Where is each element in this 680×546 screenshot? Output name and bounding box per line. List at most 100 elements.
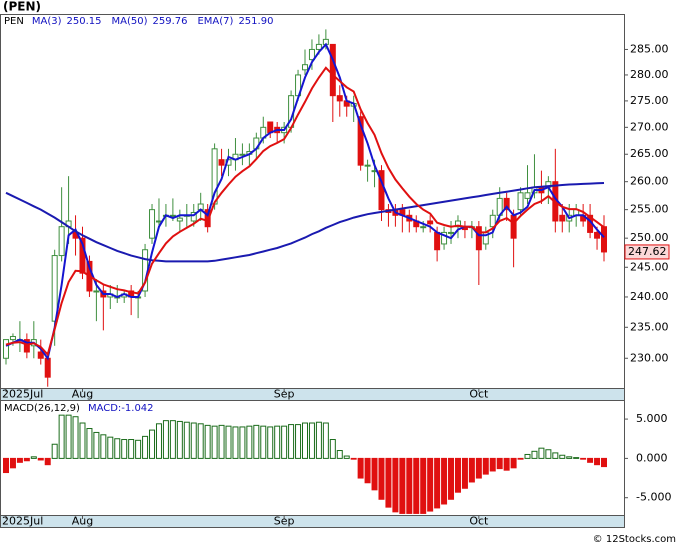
macd-bar [392,457,399,513]
x-tick-label: Sep [274,388,295,401]
macd-bar [169,420,176,459]
candle-body [149,209,156,239]
candle-body [559,214,566,222]
x-tick-label: 2025Jul [2,388,43,401]
macd-bar [3,457,9,474]
macd-bar [155,423,162,459]
macd-bar [135,439,142,459]
macd-bar [239,426,246,459]
candle-body [204,209,211,228]
macd-bar [232,426,239,459]
candle-body [93,290,100,293]
candle-body [454,220,461,228]
macd-bar [79,422,86,459]
macd-bar [461,457,468,489]
macd-bar [454,457,461,493]
macd-bar [385,457,392,508]
candle-body [441,231,448,245]
candle-body [475,226,482,251]
macd-bar [281,425,288,459]
candle-body [315,43,322,50]
candle-body [601,226,607,253]
y-tick-label: 240.00 [630,290,669,303]
macd-bar [524,453,531,459]
candle-body [434,231,441,251]
macd-bar [267,426,274,459]
macd-bar [44,457,51,466]
y-tick-label: 245.00 [630,260,669,273]
macd-bar [288,424,295,459]
y-tick-label: 285.00 [630,42,669,55]
macd-bar [587,457,594,463]
candle-body [302,64,308,71]
macd-bar [371,457,378,491]
chart-title: (PEN) [3,0,41,14]
candle-body [155,220,162,223]
legend-name: EMA(7) [197,16,233,27]
macd-bar [142,435,149,459]
macd-bar [434,457,441,509]
candle-body [218,159,225,166]
macd-bar [566,456,573,459]
macd-bar [65,414,72,459]
x-tick-label: Sep [274,515,295,528]
y-tick-label: 5.000 [636,412,668,425]
candle-body [329,43,336,97]
macd-bar [93,431,100,459]
panel-subtitle: MACD:-1.042 [88,403,154,414]
macd-bar [121,439,128,459]
candle-body [517,192,524,211]
candle-body [190,211,197,222]
macd-bar [552,452,559,459]
y-tick-label: 270.00 [630,120,669,133]
macd-bar [322,422,329,459]
candle-body [448,231,455,234]
candle-body [427,220,434,225]
last-price-label: 247.62 [628,245,667,258]
macd-bar [190,422,197,459]
candle-body [503,197,510,211]
y-tick-label: -5.000 [636,491,671,504]
macd-bar [30,456,37,459]
candle-body [37,351,44,359]
macd-bar [114,438,121,459]
macd-bar [107,436,114,459]
y-tick-label: 275.00 [630,94,669,107]
macd-bar [441,457,448,505]
y-tick-label: 235.00 [630,320,669,333]
macd-bar [531,450,538,459]
legend-value: 250.15 [66,16,101,27]
macd-bar [420,457,427,514]
candle-body [176,217,183,222]
candle-body [308,48,315,61]
footer: © 12Stocks.com [593,534,676,545]
macd-bar [295,424,302,459]
date-band [0,388,625,401]
y-tick-label: 255.00 [630,203,669,216]
macd-bar [482,457,489,475]
macd-bar [496,457,503,470]
candle-body [357,116,364,166]
macd-bar [378,457,385,500]
macd-bar [538,447,545,459]
legend-value: 251.90 [238,16,273,27]
macd-bar [489,457,496,472]
x-tick-label: Aug [72,388,93,401]
macd-bar [100,434,107,459]
macd-bar [37,457,44,461]
macd-bar [510,457,517,469]
candle-body [9,336,16,341]
candle-body [58,226,65,257]
macd-bar [162,420,169,459]
x-tick-label: Oct [469,515,489,528]
macd-bar [149,429,156,459]
legend-value: 259.76 [152,16,187,27]
macd-bar [503,457,510,471]
macd-bar [58,414,65,459]
y-tick-label: 280.00 [630,68,669,81]
line-series [5,66,605,357]
macd-bar [601,457,607,468]
macd-bar [427,457,434,512]
macd-bar [183,421,190,459]
